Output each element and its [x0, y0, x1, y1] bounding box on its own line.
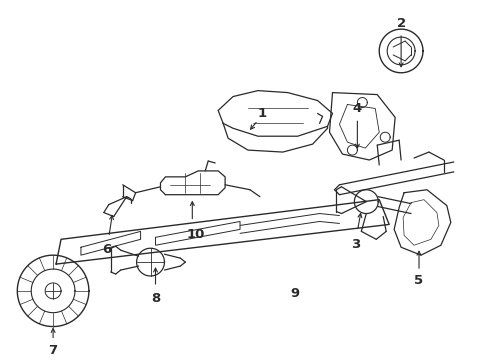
Text: 8: 8 — [151, 292, 160, 305]
Text: 9: 9 — [290, 287, 299, 300]
Text: 3: 3 — [351, 238, 360, 251]
Text: 4: 4 — [353, 102, 362, 115]
Text: 10: 10 — [186, 228, 204, 241]
Text: 1: 1 — [257, 107, 267, 120]
Text: 6: 6 — [102, 243, 111, 256]
Text: 7: 7 — [49, 344, 58, 357]
Text: 2: 2 — [396, 17, 406, 30]
Text: 5: 5 — [415, 274, 423, 287]
